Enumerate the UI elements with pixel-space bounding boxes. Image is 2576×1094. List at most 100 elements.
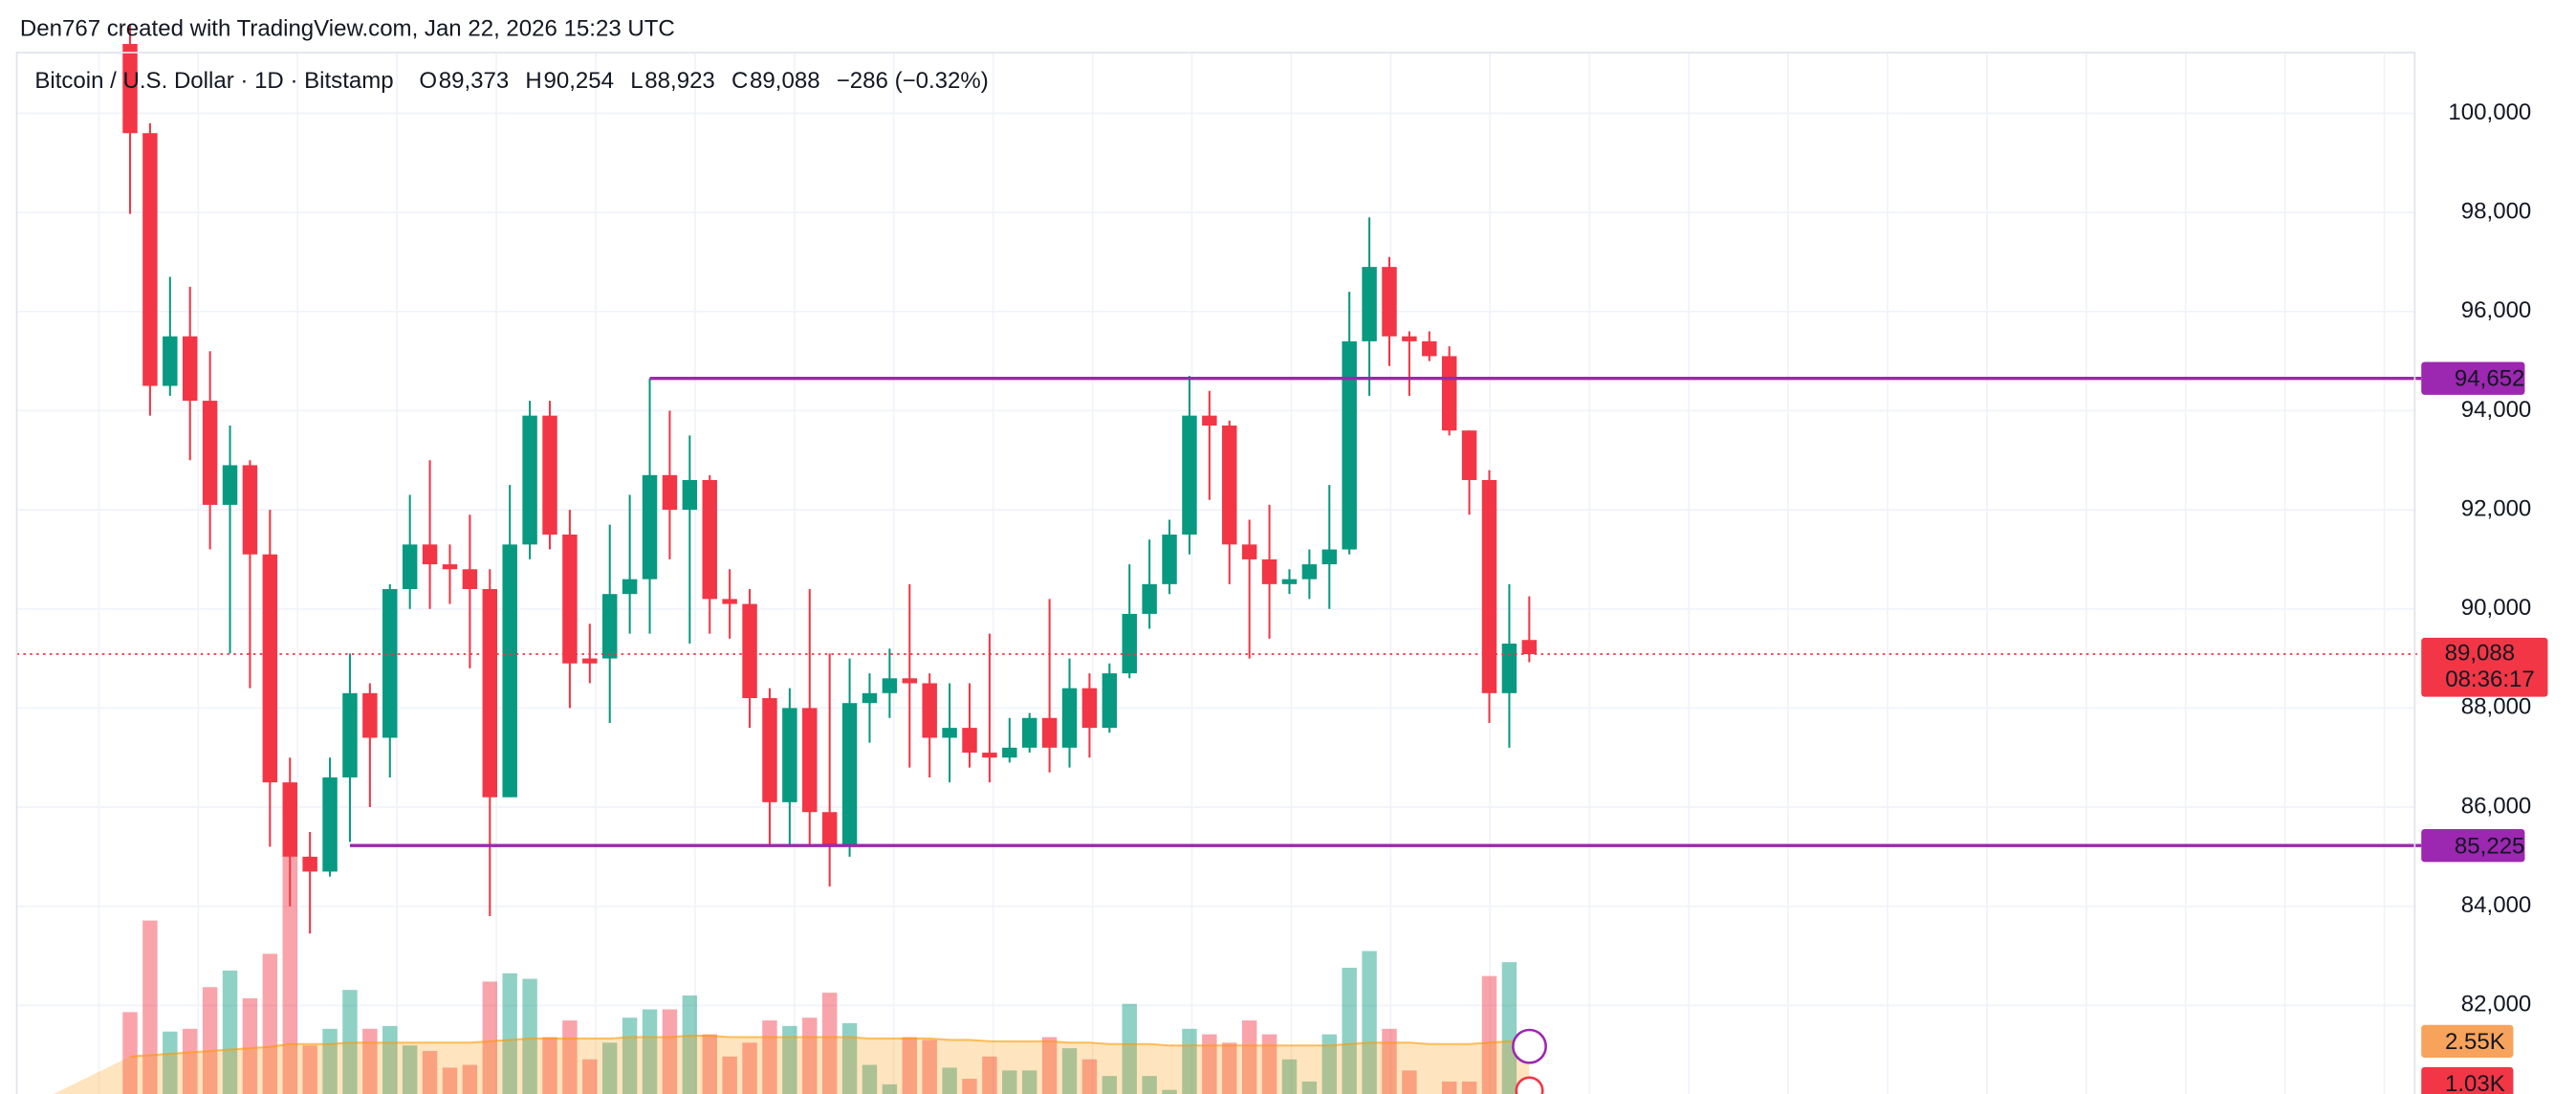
candle-body xyxy=(942,728,957,738)
indicator-icon[interactable] xyxy=(1512,1028,1547,1064)
candle-body xyxy=(722,599,737,604)
candle-body xyxy=(1061,688,1078,748)
candle-body xyxy=(642,474,658,580)
candle-body xyxy=(962,728,977,754)
candle-body xyxy=(222,465,238,505)
candle-body xyxy=(122,43,138,134)
candle-body xyxy=(582,658,598,664)
volume-bar xyxy=(1362,951,1377,1094)
volume-bar xyxy=(1202,1034,1217,1094)
candle-body xyxy=(1521,640,1538,655)
y-tick-label: 98,000 xyxy=(2461,198,2532,224)
y-tick-label: 84,000 xyxy=(2461,892,2532,918)
candle-body xyxy=(882,678,898,693)
candle-body xyxy=(322,777,338,872)
volume-bar xyxy=(642,1009,658,1094)
volume-bar xyxy=(702,1034,717,1094)
volume-bar xyxy=(1142,1076,1157,1094)
y-tick-label: 92,000 xyxy=(2461,495,2532,521)
legend-symbol: Bitcoin / U.S. Dollar · 1D · Bitstamp xyxy=(34,68,393,94)
candle-body xyxy=(982,753,997,758)
volume-bar xyxy=(742,1042,757,1094)
last-price-label: 89,088 xyxy=(2445,640,2516,666)
candle-body xyxy=(1321,549,1338,565)
candle-body xyxy=(682,480,698,511)
candle-body xyxy=(242,465,258,555)
candle-body xyxy=(902,678,918,684)
legend-key: L xyxy=(630,68,643,94)
volume-bar xyxy=(222,970,238,1094)
candle-body xyxy=(302,856,317,872)
volume-bar xyxy=(1501,962,1517,1094)
candle-body xyxy=(1481,480,1497,693)
candle-body xyxy=(782,708,797,802)
legend-change: −286 (−0.32%) xyxy=(837,68,989,94)
volume-bar xyxy=(922,1039,937,1094)
legend-value: 88,923 xyxy=(644,68,715,94)
last-volume-label: 1.03K xyxy=(2445,1071,2505,1094)
volume-bar xyxy=(862,1064,878,1094)
candle-body xyxy=(562,535,578,664)
candle-body xyxy=(342,692,358,777)
volume-bar xyxy=(542,1037,557,1094)
volume-bar xyxy=(422,1051,438,1094)
volume-bar xyxy=(1021,1070,1037,1094)
legend-value: 90,254 xyxy=(544,68,615,94)
candle-body xyxy=(862,692,878,704)
volume-bar xyxy=(1321,1034,1338,1094)
volume-bar xyxy=(1122,1003,1137,1094)
volume-ma-area xyxy=(54,1036,1530,1094)
volume-bar xyxy=(882,1083,898,1094)
volume-bar xyxy=(821,993,838,1094)
volume-bar xyxy=(142,920,158,1094)
candle-body xyxy=(202,401,218,505)
volume-bar xyxy=(322,1028,338,1094)
volume-bar xyxy=(1461,1081,1477,1094)
volume-bar xyxy=(1301,1081,1318,1094)
candle-body xyxy=(1162,535,1177,584)
candle-body xyxy=(622,579,638,595)
candle-body xyxy=(1222,425,1237,545)
candle-body xyxy=(1342,340,1357,550)
volume-bar xyxy=(982,1056,997,1094)
candle-body xyxy=(1441,356,1457,431)
volume-bar xyxy=(442,1067,458,1094)
candle-body xyxy=(742,603,757,699)
candle-body xyxy=(1362,267,1377,341)
candle-body xyxy=(1081,688,1098,729)
candle-body xyxy=(482,589,498,798)
candle-body xyxy=(1182,415,1197,536)
candle-body xyxy=(1202,415,1217,426)
volume-bar xyxy=(762,1020,777,1094)
candle-body xyxy=(922,683,937,738)
candle-body xyxy=(1021,717,1037,748)
y-tick-label: 82,000 xyxy=(2461,992,2532,1017)
candle-body xyxy=(1422,340,1437,357)
volume-bar xyxy=(1162,1089,1177,1094)
volume-ma-box xyxy=(2421,1024,2514,1059)
candle-body xyxy=(382,589,398,738)
legend-value: 89,088 xyxy=(750,68,820,94)
y-tick-label: 100,000 xyxy=(2448,99,2531,125)
volume-bar xyxy=(1081,1059,1098,1094)
candle-body xyxy=(1461,430,1477,481)
volume-bar xyxy=(1222,1042,1237,1094)
candle-body xyxy=(702,480,717,600)
legend-value: 89,373 xyxy=(439,68,510,94)
candle-body xyxy=(1301,564,1318,580)
candle-body xyxy=(182,336,198,402)
volume-bar xyxy=(782,1025,797,1094)
candle-body xyxy=(1281,579,1298,584)
candle-body xyxy=(422,544,438,565)
volume-bar xyxy=(482,981,498,1094)
volume-ma-label: 2.55K xyxy=(2445,1029,2505,1055)
volume-bar xyxy=(1241,1020,1257,1094)
indicator-icon[interactable] xyxy=(1515,1076,1544,1094)
candle-body xyxy=(1041,717,1058,748)
candle-body xyxy=(1241,544,1257,559)
candle-body xyxy=(1261,558,1277,584)
volume-bar xyxy=(902,1037,918,1094)
volume-bar xyxy=(1061,1048,1078,1094)
